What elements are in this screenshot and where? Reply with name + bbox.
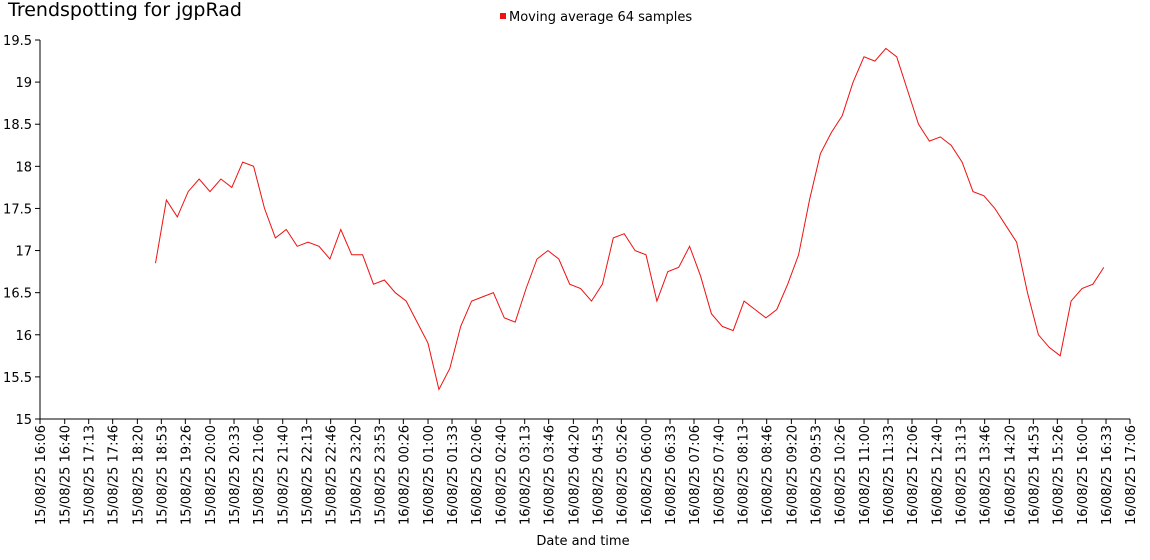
x-tick-label: 16/08/25 05:26 bbox=[615, 425, 630, 525]
y-tick-label: 15 bbox=[15, 413, 32, 428]
x-tick-label: 16/08/25 13:13 bbox=[955, 425, 970, 525]
x-tick-label: 16/08/25 16:33 bbox=[1100, 425, 1115, 525]
x-tick-label: 16/08/25 15:26 bbox=[1051, 425, 1066, 525]
line-series bbox=[155, 47, 1105, 391]
y-tick-label: 15.5 bbox=[3, 371, 32, 386]
x-tick-label: 15/08/25 20:33 bbox=[228, 425, 243, 525]
x-tick-label: 16/08/25 01:33 bbox=[446, 425, 461, 525]
x-tick-label: 16/08/25 03:46 bbox=[543, 425, 558, 525]
y-tick-label: 19.5 bbox=[3, 34, 32, 49]
y-tick-label: 17.5 bbox=[3, 202, 32, 217]
x-tick-label: 16/08/25 16:00 bbox=[1076, 425, 1091, 525]
x-tick-label: 15/08/25 23:53 bbox=[373, 425, 388, 525]
x-tick-label: 15/08/25 16:40 bbox=[59, 425, 74, 525]
x-tick-label: 15/08/25 22:46 bbox=[325, 425, 340, 525]
x-tick-label: 16/08/25 14:53 bbox=[1027, 425, 1042, 525]
chart-title: Trendspotting for jgpRad bbox=[7, 0, 242, 21]
x-tick-label: 16/08/25 06:00 bbox=[640, 425, 655, 525]
x-tick-label: 16/08/25 04:53 bbox=[591, 425, 606, 525]
x-tick-label: 15/08/25 18:20 bbox=[131, 425, 146, 525]
x-tick-label: 16/08/25 12:06 bbox=[906, 425, 921, 525]
x-tick-label: 16/08/25 07:06 bbox=[688, 425, 703, 525]
x-tick-label: 16/08/25 06:33 bbox=[664, 425, 679, 525]
y-tick-label: 16 bbox=[15, 329, 32, 344]
x-tick-label: 15/08/25 16:06 bbox=[34, 425, 49, 525]
legend-swatch bbox=[500, 13, 506, 19]
x-tick-label: 16/08/25 11:33 bbox=[882, 425, 897, 525]
x-tick-label: 15/08/25 17:46 bbox=[107, 425, 122, 525]
x-tick-label: 16/08/25 02:40 bbox=[495, 425, 510, 525]
x-tick-label: 16/08/25 02:06 bbox=[470, 425, 485, 525]
x-tick-label: 15/08/25 17:13 bbox=[83, 425, 98, 525]
x-tick-label: 16/08/25 07:40 bbox=[713, 425, 728, 525]
x-tick-label: 16/08/25 11:00 bbox=[858, 425, 873, 525]
x-tick-label: 16/08/25 14:20 bbox=[1003, 425, 1018, 525]
x-tick-label: 16/08/25 09:20 bbox=[785, 425, 800, 525]
y-tick-label: 17 bbox=[15, 245, 32, 260]
x-tick-label: 15/08/25 18:53 bbox=[155, 425, 170, 525]
x-tick-label: 15/08/25 22:13 bbox=[301, 425, 316, 525]
x-tick-label: 16/08/25 09:53 bbox=[809, 425, 824, 525]
x-tick-label: 16/08/25 10:26 bbox=[833, 425, 848, 525]
x-tick-label: 16/08/25 17:06 bbox=[1124, 425, 1139, 525]
x-tick-label: 16/08/25 00:26 bbox=[397, 425, 412, 525]
x-axis-label: Date and time bbox=[536, 534, 629, 549]
x-tick-label: 15/08/25 19:26 bbox=[179, 425, 194, 525]
x-tick-label: 16/08/25 12:40 bbox=[931, 425, 946, 525]
x-tick-label: 15/08/25 21:06 bbox=[252, 425, 267, 525]
x-tick-label: 16/08/25 03:13 bbox=[519, 425, 534, 525]
x-tick-label: 16/08/25 13:46 bbox=[979, 425, 994, 525]
legend-label: Moving average 64 samples bbox=[509, 10, 692, 25]
x-tick-label: 16/08/25 08:46 bbox=[761, 425, 776, 525]
x-tick-label: 15/08/25 23:20 bbox=[349, 425, 364, 525]
y-tick-label: 18 bbox=[15, 160, 32, 175]
x-tick-label: 15/08/25 21:40 bbox=[277, 425, 292, 525]
x-tick-label: 16/08/25 01:00 bbox=[422, 425, 437, 525]
y-tick-label: 18.5 bbox=[3, 118, 32, 133]
y-tick-label: 16.5 bbox=[3, 287, 32, 302]
x-tick-label: 15/08/25 20:00 bbox=[204, 425, 219, 525]
x-tick-label: 16/08/25 04:20 bbox=[567, 425, 582, 525]
x-tick-label: 16/08/25 08:13 bbox=[737, 425, 752, 525]
y-tick-label: 19 bbox=[15, 76, 32, 91]
